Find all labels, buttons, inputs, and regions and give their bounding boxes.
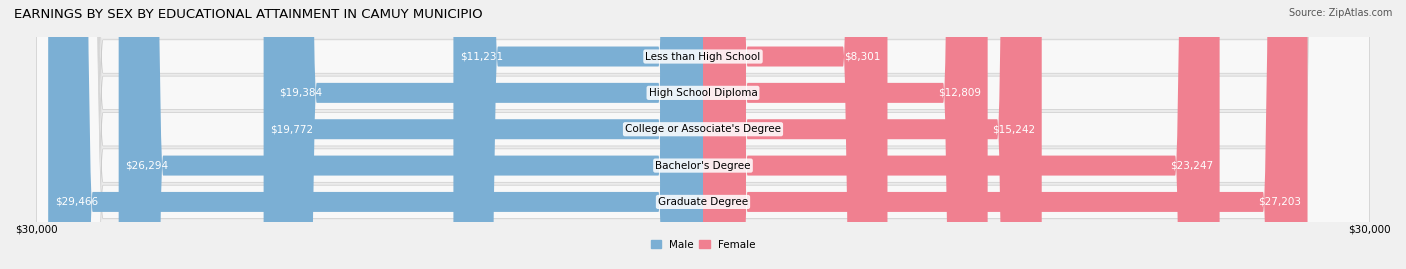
Text: $29,466: $29,466: [55, 197, 98, 207]
Bar: [37, 111, 1369, 147]
Bar: [37, 147, 1369, 184]
FancyBboxPatch shape: [37, 0, 1369, 269]
FancyBboxPatch shape: [453, 0, 703, 269]
Text: College or Associate's Degree: College or Associate's Degree: [626, 124, 780, 134]
Text: $11,231: $11,231: [460, 52, 503, 62]
Text: $19,384: $19,384: [278, 88, 322, 98]
FancyBboxPatch shape: [263, 0, 703, 269]
Text: High School Diploma: High School Diploma: [648, 88, 758, 98]
Text: EARNINGS BY SEX BY EDUCATIONAL ATTAINMENT IN CAMUY MUNICIPIO: EARNINGS BY SEX BY EDUCATIONAL ATTAINMEN…: [14, 8, 482, 21]
Text: Graduate Degree: Graduate Degree: [658, 197, 748, 207]
Text: Source: ZipAtlas.com: Source: ZipAtlas.com: [1288, 8, 1392, 18]
Text: $8,301: $8,301: [845, 52, 880, 62]
Text: $23,247: $23,247: [1170, 161, 1213, 171]
FancyBboxPatch shape: [118, 0, 703, 269]
FancyBboxPatch shape: [37, 0, 1369, 269]
Text: $12,809: $12,809: [938, 88, 981, 98]
Text: $19,772: $19,772: [270, 124, 314, 134]
Bar: [37, 184, 1369, 220]
FancyBboxPatch shape: [273, 0, 703, 269]
Legend: Male, Female: Male, Female: [651, 240, 755, 250]
FancyBboxPatch shape: [703, 0, 1042, 269]
Text: $26,294: $26,294: [125, 161, 169, 171]
Text: $27,203: $27,203: [1258, 197, 1301, 207]
FancyBboxPatch shape: [37, 0, 1369, 269]
Bar: [37, 38, 1369, 75]
Text: $15,242: $15,242: [991, 124, 1035, 134]
FancyBboxPatch shape: [37, 0, 1369, 269]
FancyBboxPatch shape: [48, 0, 703, 269]
Bar: [37, 75, 1369, 111]
FancyBboxPatch shape: [703, 0, 887, 269]
FancyBboxPatch shape: [37, 0, 1369, 269]
FancyBboxPatch shape: [703, 0, 1308, 269]
Text: Less than High School: Less than High School: [645, 52, 761, 62]
FancyBboxPatch shape: [703, 0, 1219, 269]
Text: Bachelor's Degree: Bachelor's Degree: [655, 161, 751, 171]
FancyBboxPatch shape: [703, 0, 987, 269]
